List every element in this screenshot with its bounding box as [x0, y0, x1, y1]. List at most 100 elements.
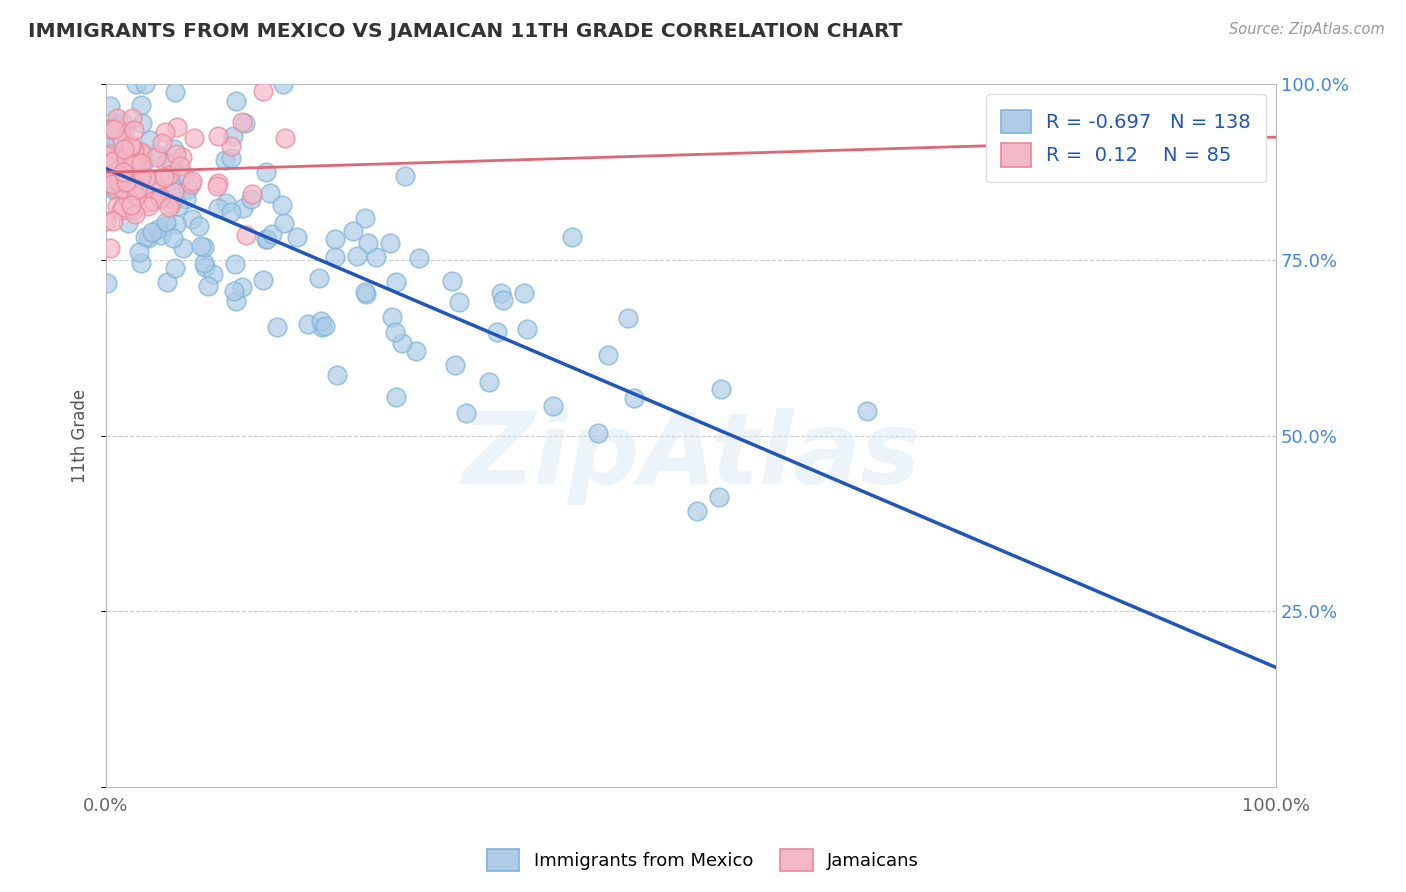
Point — [110, 124, 132, 138]
Point — [134, 154, 156, 169]
Point — [128, 244, 150, 259]
Point — [131, 255, 153, 269]
Point — [384, 390, 406, 404]
Point — [141, 225, 163, 239]
Point — [104, 181, 127, 195]
Point — [129, 98, 152, 112]
Point — [111, 164, 134, 178]
Point — [219, 151, 242, 165]
Point — [159, 156, 181, 170]
Point — [231, 115, 253, 129]
Point — [492, 293, 515, 307]
Point — [190, 239, 212, 253]
Point — [132, 183, 155, 197]
Point — [266, 319, 288, 334]
Point — [98, 160, 121, 174]
Point — [155, 156, 177, 170]
Point — [623, 391, 645, 405]
Point — [177, 182, 200, 196]
Point — [146, 173, 169, 187]
Point — [598, 347, 620, 361]
Point — [240, 187, 263, 202]
Point — [125, 182, 148, 196]
Point — [127, 175, 149, 189]
Point — [155, 125, 177, 139]
Point — [181, 212, 204, 227]
Point — [124, 158, 146, 172]
Point — [224, 284, 246, 298]
Point — [100, 135, 122, 149]
Point — [124, 171, 146, 186]
Point — [98, 147, 121, 161]
Point — [105, 177, 128, 191]
Point — [117, 180, 139, 194]
Point — [105, 199, 128, 213]
Point — [231, 280, 253, 294]
Point — [149, 191, 172, 205]
Point — [129, 170, 152, 185]
Point — [163, 185, 186, 199]
Point — [194, 260, 217, 274]
Point — [381, 310, 404, 324]
Point — [169, 159, 191, 173]
Point — [134, 78, 156, 92]
Point — [516, 322, 538, 336]
Point — [155, 275, 177, 289]
Point — [160, 173, 183, 187]
Point — [121, 201, 143, 215]
Point — [145, 150, 167, 164]
Point — [125, 153, 148, 168]
Point — [94, 214, 117, 228]
Point — [207, 129, 229, 144]
Point — [201, 267, 224, 281]
Point — [101, 150, 124, 164]
Point — [215, 196, 238, 211]
Point — [121, 157, 143, 171]
Point — [447, 295, 470, 310]
Point — [308, 271, 330, 285]
Point — [163, 261, 186, 276]
Point — [100, 122, 122, 136]
Point — [380, 236, 402, 251]
Point — [96, 127, 118, 141]
Point — [121, 158, 143, 172]
Point — [273, 130, 295, 145]
Point — [152, 191, 174, 205]
Point — [183, 130, 205, 145]
Point — [259, 186, 281, 200]
Point — [117, 175, 139, 189]
Point — [120, 138, 142, 153]
Point — [124, 78, 146, 92]
Point — [112, 126, 135, 140]
Point — [454, 406, 477, 420]
Point — [391, 336, 413, 351]
Point — [207, 176, 229, 190]
Point — [125, 189, 148, 203]
Point — [273, 78, 295, 92]
Point — [354, 287, 377, 301]
Point — [219, 139, 242, 153]
Point — [172, 241, 194, 255]
Point — [120, 198, 142, 212]
Point — [225, 294, 247, 309]
Point — [193, 256, 215, 270]
Point — [408, 251, 430, 265]
Point — [107, 174, 129, 188]
Point — [122, 143, 145, 157]
Point — [314, 319, 336, 334]
Point — [107, 153, 129, 168]
Text: Source: ZipAtlas.com: Source: ZipAtlas.com — [1229, 22, 1385, 37]
Point — [180, 178, 202, 192]
Legend: R = -0.697   N = 138, R =  0.12    N = 85: R = -0.697 N = 138, R = 0.12 N = 85 — [986, 95, 1267, 183]
Point — [325, 250, 347, 264]
Point — [138, 195, 160, 210]
Point — [124, 178, 146, 192]
Point — [122, 123, 145, 137]
Point — [112, 200, 135, 214]
Point — [165, 147, 187, 161]
Point — [120, 140, 142, 154]
Point — [141, 178, 163, 193]
Point — [707, 490, 730, 504]
Point — [855, 404, 877, 418]
Point — [108, 167, 131, 181]
